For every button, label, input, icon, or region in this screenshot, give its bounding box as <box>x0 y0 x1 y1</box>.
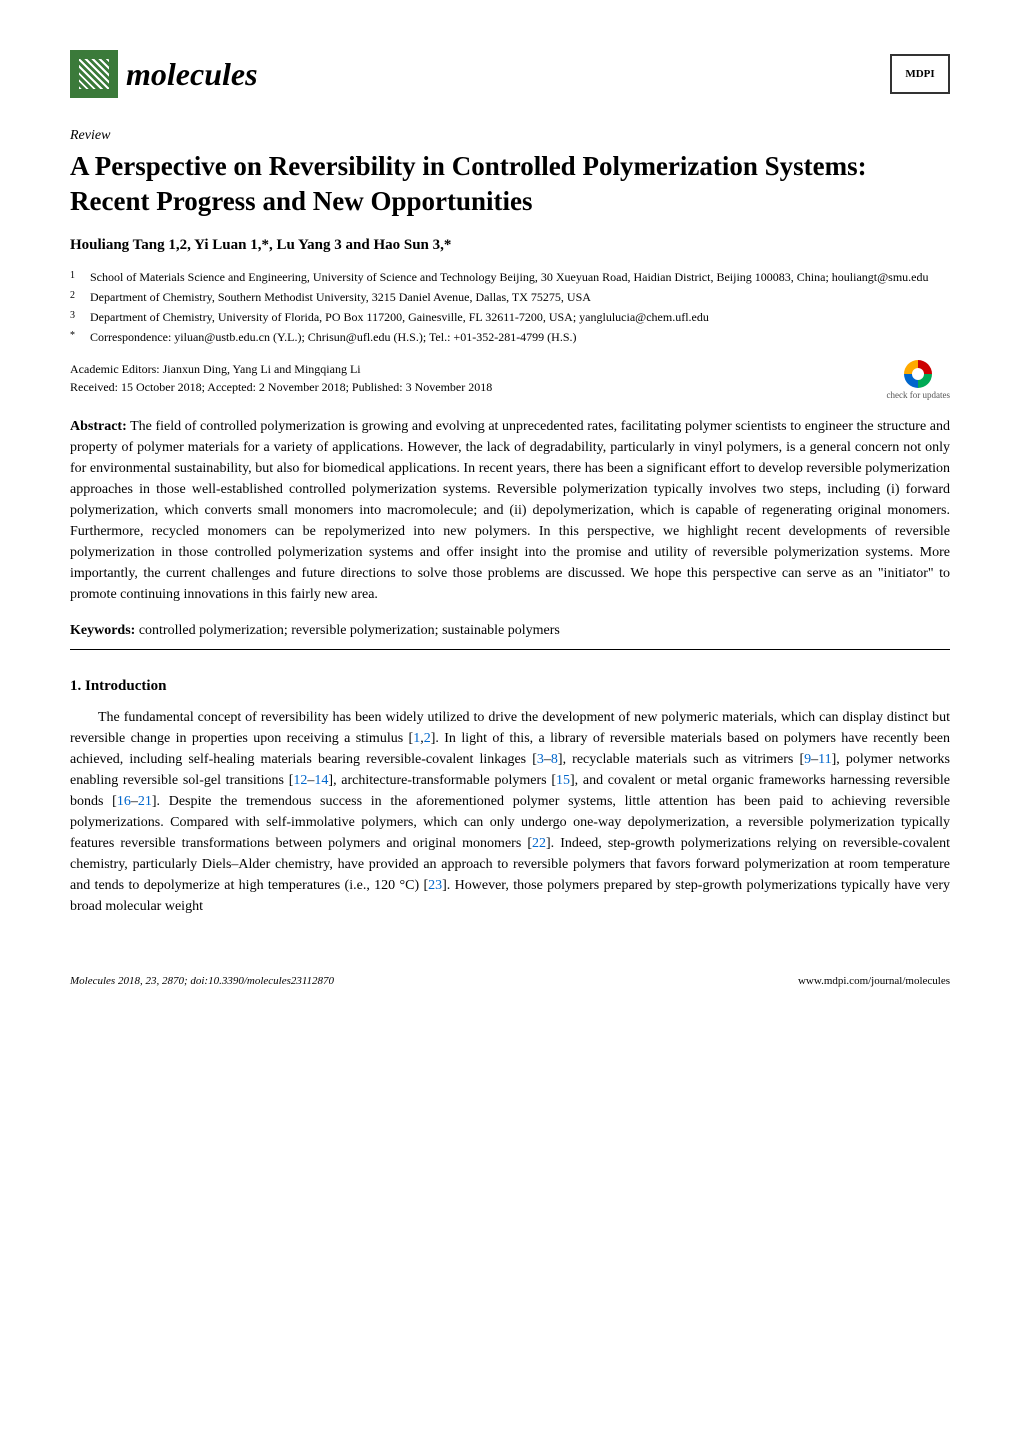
ref-link[interactable]: 15 <box>556 773 570 788</box>
molecules-logo-icon <box>70 50 118 98</box>
affiliation-item: 2 Department of Chemistry, Southern Meth… <box>70 288 950 306</box>
abstract-block: Abstract: The field of controlled polyme… <box>70 416 950 605</box>
check-for-updates-badge[interactable]: check for updates <box>887 360 950 400</box>
ref-link[interactable]: 21 <box>138 794 152 809</box>
article-type-label: Review <box>70 128 950 144</box>
divider <box>70 649 950 650</box>
check-updates-icon <box>904 360 932 388</box>
abstract-text: The field of controlled polymerization i… <box>70 419 950 602</box>
ref-link[interactable]: 16 <box>117 794 131 809</box>
affiliation-item: 1 School of Materials Science and Engine… <box>70 268 950 286</box>
ref-link[interactable]: 1 <box>413 731 420 746</box>
editors-block: Academic Editors: Jianxun Ding, Yang Li … <box>70 360 492 396</box>
body-text: ], recyclable materials such as vitrimer… <box>558 752 804 767</box>
affiliation-text: Correspondence: yiluan@ustb.edu.cn (Y.L.… <box>90 328 950 346</box>
affiliation-sup: * <box>70 328 90 346</box>
affiliation-sup: 3 <box>70 308 90 326</box>
affiliation-item: 3 Department of Chemistry, University of… <box>70 308 950 326</box>
affiliation-text: Department of Chemistry, University of F… <box>90 308 950 326</box>
affiliation-sup: 2 <box>70 288 90 306</box>
footer-row: Molecules 2018, 23, 2870; doi:10.3390/mo… <box>70 967 950 987</box>
ref-link[interactable]: 9 <box>804 752 811 767</box>
ref-link[interactable]: 23 <box>428 878 442 893</box>
body-paragraph: The fundamental concept of reversibility… <box>70 707 950 917</box>
abstract-label: Abstract: <box>70 419 127 434</box>
editors-line: Academic Editors: Jianxun Ding, Yang Li … <box>70 360 492 378</box>
ref-link[interactable]: 14 <box>314 773 328 788</box>
journal-logo: molecules <box>70 50 258 98</box>
article-title: A Perspective on Reversibility in Contro… <box>70 149 950 219</box>
keywords-text: controlled polymerization; reversible po… <box>135 623 560 638</box>
affiliation-text: Department of Chemistry, Southern Method… <box>90 288 950 306</box>
check-updates-label: check for updates <box>887 390 950 400</box>
keywords-block: Keywords: controlled polymerization; rev… <box>70 623 950 639</box>
ref-link[interactable]: 11 <box>818 752 831 767</box>
affiliations-block: 1 School of Materials Science and Engine… <box>70 268 950 346</box>
journal-name: molecules <box>126 56 258 93</box>
keywords-label: Keywords: <box>70 623 135 638</box>
ref-link[interactable]: 8 <box>551 752 558 767</box>
editors-row: Academic Editors: Jianxun Ding, Yang Li … <box>70 360 950 400</box>
mdpi-logo-icon: MDPI <box>890 54 950 94</box>
affiliation-text: School of Materials Science and Engineer… <box>90 268 950 286</box>
section-heading: 1. Introduction <box>70 678 950 695</box>
header-row: molecules MDPI <box>70 50 950 98</box>
ref-link[interactable]: 22 <box>532 836 546 851</box>
body-text: ], architecture-transformable polymers [ <box>328 773 556 788</box>
footer-url[interactable]: www.mdpi.com/journal/molecules <box>798 975 950 987</box>
affiliation-item: * Correspondence: yiluan@ustb.edu.cn (Y.… <box>70 328 950 346</box>
dates-line: Received: 15 October 2018; Accepted: 2 N… <box>70 378 492 396</box>
ref-link[interactable]: 2 <box>424 731 431 746</box>
authors-line: Houliang Tang 1,2, Yi Luan 1,*, Lu Yang … <box>70 237 950 254</box>
ref-link[interactable]: 3 <box>537 752 544 767</box>
footer-citation: Molecules 2018, 23, 2870; doi:10.3390/mo… <box>70 975 334 987</box>
ref-link[interactable]: 12 <box>293 773 307 788</box>
affiliation-sup: 1 <box>70 268 90 286</box>
